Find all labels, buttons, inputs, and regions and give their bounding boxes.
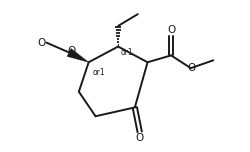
Text: O: O bbox=[167, 25, 175, 35]
Text: or1: or1 bbox=[121, 48, 134, 57]
Polygon shape bbox=[67, 48, 89, 62]
Text: O: O bbox=[188, 63, 196, 73]
Text: or1: or1 bbox=[92, 68, 105, 77]
Text: O: O bbox=[67, 47, 75, 56]
Text: O: O bbox=[136, 133, 144, 143]
Text: O: O bbox=[37, 38, 46, 48]
